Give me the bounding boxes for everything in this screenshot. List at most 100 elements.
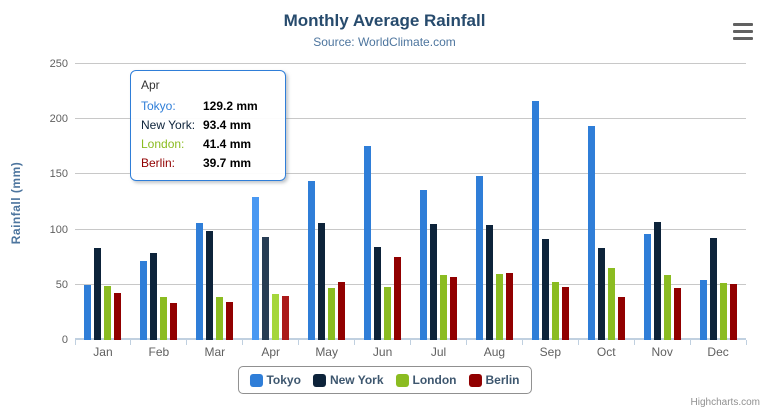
- x-axis-line: [75, 338, 746, 340]
- tooltip-series-name: Berlin:: [141, 156, 176, 170]
- bar-tokyo-oct[interactable]: [587, 125, 595, 340]
- bar-london-dec[interactable]: [719, 283, 727, 340]
- x-axis-labels: Jan Feb Mar Apr May Jun Jul Aug Sep Oct Nov Dec: [75, 345, 746, 359]
- bar-tokyo-nov[interactable]: [643, 234, 651, 340]
- bar-london-jan[interactable]: [104, 286, 112, 340]
- bar-tokyo-mar[interactable]: [196, 222, 204, 340]
- category-aug: [466, 64, 522, 340]
- bar-new-york-jul[interactable]: [429, 224, 437, 340]
- x-axis-tick: [74, 340, 76, 345]
- category-jul: [411, 64, 467, 340]
- bar-groups: [75, 64, 746, 340]
- tooltip-header: Apr: [141, 78, 160, 92]
- bar-new-york-sep[interactable]: [541, 239, 549, 340]
- bar-berlin-jan[interactable]: [114, 293, 122, 340]
- bar-berlin-oct[interactable]: [617, 296, 625, 340]
- bar-berlin-jul[interactable]: [449, 276, 457, 340]
- y-axis-tick-label: 250: [49, 58, 68, 70]
- x-axis-tick: [242, 340, 244, 345]
- bar-london-aug[interactable]: [495, 274, 503, 340]
- bar-berlin-feb[interactable]: [170, 303, 178, 340]
- legend-item-new-york[interactable]: New York: [312, 373, 384, 387]
- x-axis-tick-label: May: [315, 345, 338, 359]
- bar-berlin-jun[interactable]: [394, 256, 402, 340]
- tooltip-series-value: 41.4 mm: [203, 137, 252, 151]
- chart-title: Monthly Average Rainfall: [283, 11, 486, 30]
- category-may: [299, 64, 355, 340]
- bar-new-york-may[interactable]: [318, 222, 326, 340]
- x-axis-tick: [130, 340, 132, 345]
- legend-item-london[interactable]: London: [395, 373, 457, 387]
- category-dec: [690, 64, 746, 340]
- bar-tokyo-jul[interactable]: [419, 190, 427, 340]
- legend-item-berlin[interactable]: Berlin: [468, 373, 520, 387]
- bar-tokyo-dec[interactable]: [699, 279, 707, 340]
- tooltip-series-name: New York:: [141, 118, 196, 132]
- bar-london-nov[interactable]: [663, 274, 671, 340]
- bar-tokyo-jun[interactable]: [364, 145, 372, 340]
- bar-berlin-dec[interactable]: [729, 283, 737, 340]
- x-axis-tick: [410, 340, 411, 345]
- credits-link[interactable]: Highcharts.com: [690, 397, 760, 408]
- tooltip-series-name: London:: [141, 137, 185, 151]
- bar-london-apr[interactable]: [272, 294, 280, 340]
- y-axis-tick-label: 150: [49, 168, 68, 181]
- bar-new-york-oct[interactable]: [597, 247, 605, 340]
- category-jan: [75, 64, 131, 340]
- category-apr: [243, 64, 299, 340]
- bar-berlin-mar[interactable]: [226, 301, 234, 340]
- tooltip-rows: Tokyo: 129.2 mm New York: 93.4 mm London: 41.…: [141, 97, 275, 173]
- category-sep: [522, 64, 578, 340]
- x-axis-tick: [521, 340, 523, 345]
- bar-tokyo-feb[interactable]: [140, 261, 148, 340]
- bar-new-york-apr[interactable]: [262, 236, 270, 340]
- y-axis-tick-label: 0: [61, 334, 68, 346]
- bar-new-york-mar[interactable]: [206, 231, 214, 340]
- bar-london-jun[interactable]: [384, 286, 392, 340]
- bar-new-york-aug[interactable]: [485, 224, 493, 340]
- bar-tokyo-may[interactable]: [308, 181, 316, 340]
- bar-new-york-feb[interactable]: [150, 253, 158, 340]
- y-axis-tick-label: 50: [55, 278, 68, 291]
- legend-label: London: [412, 373, 457, 387]
- x-axis-tick-label: Mar: [204, 345, 226, 359]
- bar-tokyo-sep[interactable]: [531, 101, 539, 340]
- bar-london-mar[interactable]: [216, 296, 224, 340]
- bar-london-may[interactable]: [328, 288, 336, 340]
- bar-london-feb[interactable]: [160, 297, 168, 340]
- tooltip-series-value: 93.4 mm: [203, 118, 252, 132]
- chart-subtitle: Source: WorldClimate.com: [313, 35, 456, 49]
- category-nov: [634, 64, 690, 340]
- gridline: [75, 283, 746, 285]
- bar-berlin-apr[interactable]: [282, 296, 290, 340]
- x-axis-tick: [689, 340, 691, 345]
- bar-tokyo-aug[interactable]: [475, 176, 483, 340]
- bar-london-sep[interactable]: [551, 282, 559, 340]
- gridline: [75, 228, 746, 230]
- y-axis-tick-label: 200: [49, 113, 68, 126]
- bar-new-york-jun[interactable]: [374, 246, 382, 340]
- plot-area: [74, 63, 747, 345]
- legend-label: New York: [329, 373, 384, 387]
- bar-berlin-aug[interactable]: [505, 273, 513, 340]
- legend-swatch: [468, 373, 482, 387]
- bar-new-york-nov[interactable]: [653, 222, 661, 340]
- bar-london-oct[interactable]: [607, 268, 615, 340]
- bar-london-jul[interactable]: [439, 274, 447, 340]
- x-axis-tick-label: Jun: [372, 345, 393, 359]
- bar-berlin-may[interactable]: [338, 281, 346, 340]
- bar-new-york-dec[interactable]: [709, 238, 717, 340]
- bar-berlin-nov[interactable]: [673, 288, 681, 340]
- bar-tokyo-apr[interactable]: [252, 197, 260, 340]
- legend-item-tokyo[interactable]: Tokyo: [249, 373, 301, 387]
- x-axis-tick: [354, 340, 356, 345]
- tooltip-series-name: Tokyo:: [141, 99, 176, 113]
- bar-berlin-sep[interactable]: [561, 287, 569, 340]
- legend-swatch: [249, 373, 263, 387]
- bar-tokyo-jan[interactable]: [84, 284, 92, 340]
- x-axis-tick: [186, 340, 188, 345]
- export-menu-button[interactable]: [730, 18, 756, 44]
- x-axis-tick: [577, 340, 579, 345]
- bar-new-york-jan[interactable]: [94, 247, 102, 340]
- category-oct: [578, 64, 634, 340]
